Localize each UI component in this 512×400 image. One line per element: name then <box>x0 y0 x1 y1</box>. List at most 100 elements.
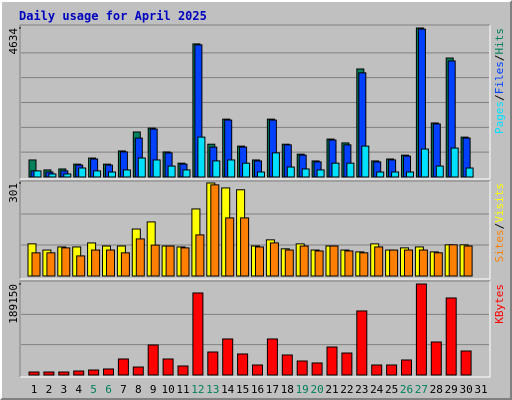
bar <box>284 249 294 277</box>
x-tick-label: 26 <box>400 383 413 396</box>
bar <box>418 249 428 277</box>
legend-entry: Pages <box>493 101 506 134</box>
bar <box>43 371 55 376</box>
bar <box>91 249 101 277</box>
y-tick-label: 189150 <box>7 284 20 324</box>
x-tick-label: 17 <box>266 383 279 396</box>
x-tick-label: 30 <box>459 383 472 396</box>
bar <box>150 244 160 277</box>
bar <box>391 171 400 178</box>
bar <box>371 364 383 376</box>
bar <box>386 364 398 376</box>
x-tick-label: 12 <box>191 383 204 396</box>
bar <box>135 238 145 277</box>
bar <box>281 354 293 376</box>
legend-separator: / <box>493 223 506 230</box>
bar <box>299 245 309 277</box>
panel-edge <box>20 281 491 378</box>
bar <box>341 352 353 376</box>
x-tick-label: 19 <box>296 383 309 396</box>
bar <box>165 245 175 277</box>
bar <box>389 249 399 277</box>
bar <box>31 252 41 277</box>
x-tick-label: 8 <box>135 383 142 396</box>
x-tick-label: 24 <box>370 383 384 396</box>
x-tick-label: 2 <box>46 383 53 396</box>
chart-title: Daily usage for April 2025 <box>19 9 207 23</box>
bar <box>167 165 176 178</box>
bar <box>404 249 413 277</box>
bar <box>177 365 189 376</box>
bar <box>227 159 236 178</box>
bar <box>147 344 159 376</box>
bar <box>463 245 473 277</box>
bar <box>359 252 369 277</box>
panel-edge <box>19 24 490 179</box>
bar <box>252 364 263 376</box>
x-tick-label: 14 <box>221 383 235 396</box>
x-tick-label: 7 <box>120 383 127 396</box>
bar <box>331 162 340 178</box>
legend-entry: Files <box>493 61 506 94</box>
bar <box>448 244 458 277</box>
bar <box>329 245 339 277</box>
bar <box>78 167 87 178</box>
bar <box>266 338 278 376</box>
x-tick-label: 21 <box>325 383 338 396</box>
x-tick-label: 13 <box>206 383 219 396</box>
x-tick-label: 15 <box>236 383 249 396</box>
x-tick-label: 5 <box>90 383 97 396</box>
y-tick-label: 4634 <box>7 28 20 55</box>
bar <box>269 242 279 277</box>
bar <box>311 362 323 376</box>
bar <box>222 338 234 376</box>
bar <box>58 371 70 376</box>
bar <box>225 217 235 277</box>
bar <box>162 358 174 376</box>
bar <box>212 160 221 178</box>
bar <box>33 170 42 178</box>
x-tick-label: 3 <box>60 383 67 396</box>
bar <box>48 173 57 178</box>
bar <box>137 157 146 178</box>
bar <box>450 147 459 178</box>
legend: KBytes <box>493 284 506 324</box>
legend-entry: Hits <box>493 28 506 55</box>
panel-edge <box>19 180 490 279</box>
bar <box>465 167 474 178</box>
bar <box>207 351 219 376</box>
bar <box>361 145 370 178</box>
bar <box>356 310 368 376</box>
bar <box>415 283 427 376</box>
legend-separator: / <box>493 55 506 62</box>
legend: Sites/Visits <box>493 183 506 263</box>
bar <box>240 217 250 277</box>
bar <box>286 166 295 178</box>
x-tick-label: 23 <box>355 383 368 396</box>
x-tick-label: 20 <box>310 383 323 396</box>
bar <box>197 136 206 178</box>
bar <box>117 358 129 376</box>
bar <box>314 250 324 277</box>
panel-edge <box>20 181 491 280</box>
x-tick-label: 6 <box>105 383 112 396</box>
x-tick-label: 22 <box>340 383 353 396</box>
bar <box>376 171 385 178</box>
legend-entry: Sites <box>493 229 506 262</box>
bar <box>132 366 144 376</box>
x-tick-label: 28 <box>430 383 443 396</box>
bar <box>296 360 308 376</box>
bar <box>255 246 264 277</box>
bar <box>180 247 190 277</box>
bar <box>237 353 249 376</box>
bar <box>344 250 354 277</box>
x-tick-label: 25 <box>385 383 398 396</box>
bar <box>346 162 355 178</box>
bar <box>301 168 310 178</box>
bar <box>420 148 429 178</box>
legend: Pages/Files/Hits <box>493 28 506 134</box>
legend-entry: KBytes <box>493 284 506 324</box>
legend-entry: Visits <box>493 183 506 223</box>
